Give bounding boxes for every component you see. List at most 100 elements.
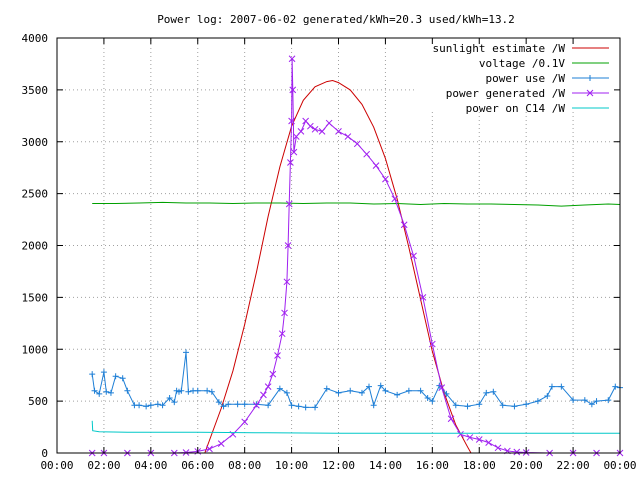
data-point-plus xyxy=(96,390,103,397)
axis-ticks: 0 500 1000 1500 2000 2500 3000 3500 4000 00:00 02:… xyxy=(22,32,637,472)
data-point-plus xyxy=(119,375,126,382)
data-point-x xyxy=(288,55,296,63)
data-point-plus xyxy=(147,402,154,409)
data-point-plus xyxy=(312,404,319,411)
data-point-x xyxy=(274,352,281,359)
data-point-x xyxy=(290,148,298,156)
chart-title: Power log: 2007-06-02 generated/kWh=20.3… xyxy=(157,13,515,26)
data-point-plus xyxy=(265,402,272,409)
series-voltage-0-1v xyxy=(92,201,621,207)
series-line xyxy=(92,201,621,207)
data-point-plus xyxy=(593,398,600,405)
grid-lines xyxy=(57,38,620,453)
series-power-on-c14-w xyxy=(91,420,620,434)
data-point-x xyxy=(400,221,408,229)
legend-label: sunlight estimate /W xyxy=(433,42,566,55)
x-tick-label: 06:00 xyxy=(181,459,214,472)
series-layer xyxy=(88,55,624,457)
data-point-plus xyxy=(143,403,150,410)
y-tick-label: 3000 xyxy=(22,136,49,149)
data-point-plus xyxy=(382,387,389,394)
data-point-plus xyxy=(377,382,384,389)
data-point-x xyxy=(281,309,288,317)
data-point-plus xyxy=(171,399,178,406)
data-point-plus xyxy=(178,387,185,394)
data-point-x xyxy=(485,439,492,446)
data-point-plus xyxy=(204,387,211,394)
data-point-x xyxy=(475,436,483,443)
data-point-plus xyxy=(452,402,459,409)
x-tick-label: 20:00 xyxy=(510,459,543,472)
data-point-x xyxy=(318,128,326,135)
y-tick-label: 1500 xyxy=(22,291,49,304)
data-point-plus xyxy=(365,383,372,390)
data-point-plus xyxy=(194,387,201,394)
data-point-plus xyxy=(323,385,330,392)
data-point-x xyxy=(260,391,267,399)
data-point-plus xyxy=(136,402,143,409)
data-point-x xyxy=(241,418,249,426)
data-point-plus xyxy=(370,402,377,409)
data-point-plus xyxy=(534,398,541,405)
data-point-plus xyxy=(154,401,161,408)
data-point-plus xyxy=(283,389,290,396)
data-point-plus xyxy=(241,401,248,408)
series-line xyxy=(91,420,620,434)
data-point-x xyxy=(447,415,455,423)
x-tick-label: 22:00 xyxy=(557,459,590,472)
data-point-plus xyxy=(225,401,232,408)
data-point-plus xyxy=(166,395,173,402)
data-point-plus xyxy=(405,387,412,394)
data-point-x xyxy=(289,86,297,94)
data-point-x xyxy=(217,440,225,448)
data-point-plus xyxy=(112,373,119,380)
data-point-plus xyxy=(570,397,577,404)
data-point-x xyxy=(513,448,521,456)
y-tick-label: 500 xyxy=(28,395,48,408)
data-point-plus xyxy=(499,402,506,409)
data-point-x xyxy=(466,434,474,441)
y-tick-label: 0 xyxy=(41,447,48,460)
y-tick-label: 2500 xyxy=(22,188,49,201)
data-point-x xyxy=(311,125,319,133)
data-point-plus xyxy=(483,389,490,396)
data-point-x xyxy=(382,175,389,183)
data-point-x xyxy=(438,384,446,391)
data-point-plus xyxy=(443,390,450,397)
data-point-plus xyxy=(185,388,192,395)
data-point-x xyxy=(419,294,427,301)
data-point-plus xyxy=(424,395,431,402)
legend-label: voltage /0.1V xyxy=(479,57,565,70)
data-point-plus xyxy=(253,401,260,408)
data-point-x xyxy=(288,117,295,125)
x-tick-label: 18:00 xyxy=(463,459,496,472)
data-point-x xyxy=(269,370,277,378)
data-point-x xyxy=(264,383,272,390)
x-tick-label: 10:00 xyxy=(275,459,308,472)
y-tick-label: 4000 xyxy=(22,32,49,45)
data-point-plus xyxy=(335,389,342,396)
data-point-plus xyxy=(558,383,565,390)
data-point-x xyxy=(372,162,380,169)
data-point-x xyxy=(325,119,333,127)
legend-label: power generated /W xyxy=(446,87,566,100)
data-point-plus xyxy=(215,399,222,406)
data-point-plus xyxy=(417,387,424,394)
data-point-plus xyxy=(544,392,551,399)
data-point-x xyxy=(494,444,502,452)
data-point-plus xyxy=(234,401,241,408)
data-point-plus xyxy=(490,388,497,395)
data-point-plus xyxy=(276,385,283,392)
series-power-use-w xyxy=(89,349,623,411)
series-power-generated-w xyxy=(88,55,624,457)
data-point-x xyxy=(428,340,436,348)
data-point-x xyxy=(285,200,293,208)
series-line xyxy=(91,352,621,408)
data-point-plus xyxy=(295,403,302,410)
data-point-x xyxy=(457,430,464,438)
data-point-x xyxy=(335,128,342,135)
data-point-plus xyxy=(159,402,166,409)
x-tick-label: 00:00 xyxy=(40,459,73,472)
legend: sunlight estimate /W voltage /0.1V power u… xyxy=(433,42,609,115)
data-point-plus xyxy=(548,383,555,390)
